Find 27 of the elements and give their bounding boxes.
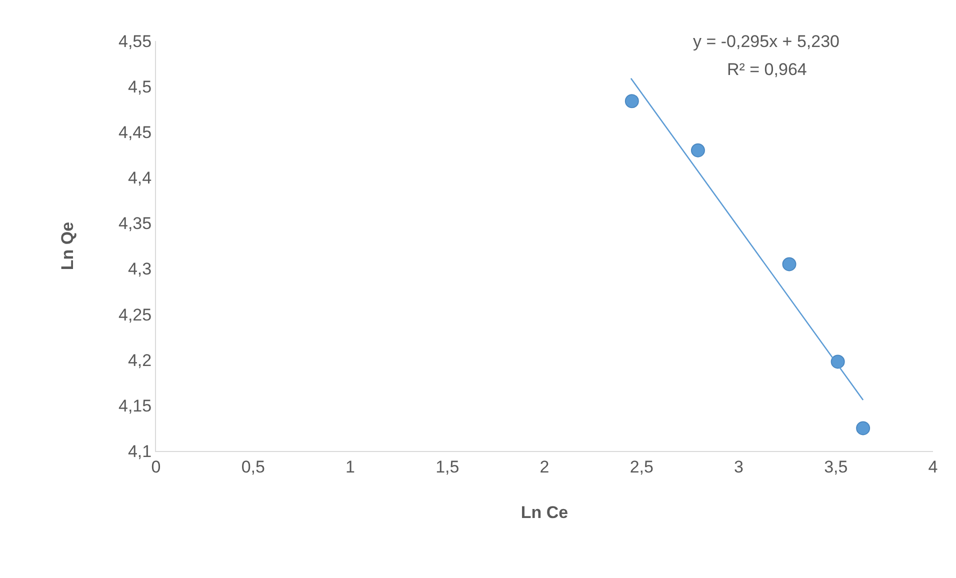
point bbox=[856, 421, 870, 436]
annotation: R² = 0,964 bbox=[727, 60, 807, 79]
x-tick-label: 1,5 bbox=[436, 457, 460, 476]
y-tick-label: 4,55 bbox=[118, 32, 152, 51]
y-tick-label: 4,4 bbox=[128, 168, 152, 188]
annotation: y = -0,295x + 5,230 bbox=[693, 32, 840, 51]
x-tick-label: 2,5 bbox=[630, 457, 654, 476]
y-tick-label: 4,5 bbox=[128, 78, 152, 97]
y-tick-label: 4,3 bbox=[128, 260, 152, 279]
y-tick-label: 4,2 bbox=[128, 350, 152, 370]
x-tick-label: 4 bbox=[928, 457, 938, 476]
x-tick-label: 1 bbox=[346, 457, 355, 476]
y-tick-label: 4,35 bbox=[118, 214, 152, 234]
x-tick-label: 0,5 bbox=[241, 457, 265, 476]
point bbox=[690, 143, 705, 158]
x-tick-label: 3,5 bbox=[824, 457, 848, 476]
point bbox=[624, 94, 639, 108]
y-tick-label: 4,1 bbox=[128, 442, 152, 461]
x-tick-label: 0 bbox=[151, 457, 161, 476]
y-tick-label: 4,25 bbox=[118, 305, 152, 324]
x-axis-title: Ln Ce bbox=[520, 502, 568, 522]
x-tick-label: 3 bbox=[734, 457, 744, 476]
x-tick-label: 2 bbox=[540, 457, 550, 476]
y-axis-title: Ln Qe bbox=[58, 222, 78, 270]
point bbox=[782, 257, 796, 272]
y-tick-label: 4,45 bbox=[118, 123, 152, 142]
y-tick-label: 4,15 bbox=[118, 396, 152, 416]
